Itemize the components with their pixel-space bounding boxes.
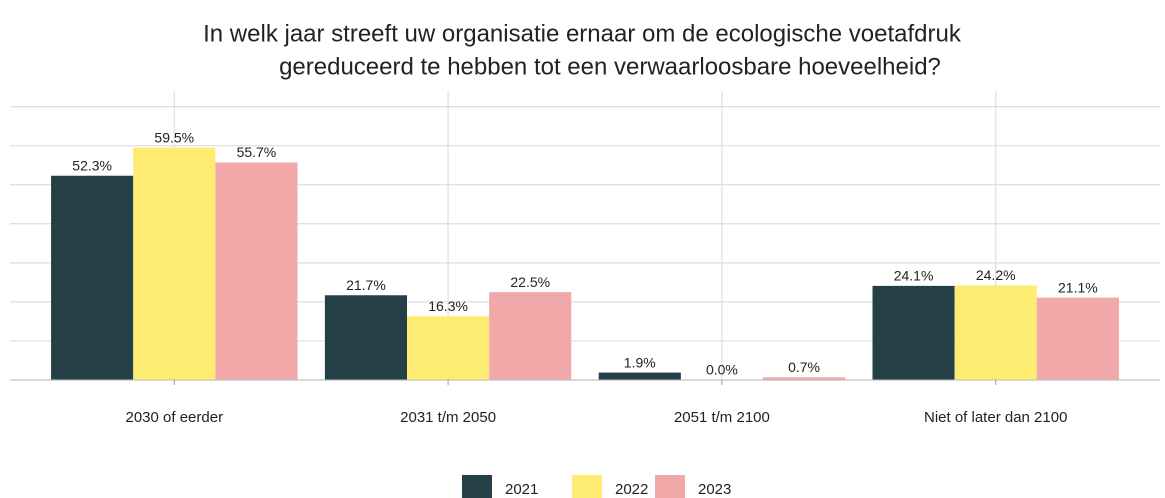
bar [1036,297,1119,380]
value-label: 59.5% [154,129,194,145]
bar [133,147,216,380]
value-label: 16.3% [428,298,468,314]
value-label: 21.1% [1058,279,1098,295]
bar [324,295,408,380]
legend-swatch [655,475,685,498]
bar [872,285,955,380]
value-label: 55.7% [237,144,277,160]
value-label: 1.9% [624,354,656,370]
x-tick-label: 2031 t/m 2050 [400,409,496,426]
bar [407,316,490,380]
value-label: 52.3% [72,157,112,173]
legend-swatch [572,475,602,498]
value-label: 21.7% [346,277,386,293]
value-label: 24.2% [976,267,1016,283]
x-tick-label: 2030 of eerder [125,409,223,426]
value-label: 24.1% [894,268,934,284]
chart-title: In welk jaar streeft uw organisatie erna… [203,20,962,47]
chart-title: gereduceerd te hebben tot een verwaarloo… [279,53,941,80]
value-label: 22.5% [510,274,550,290]
value-label: 0.7% [788,359,820,375]
bar [215,162,298,380]
bar [762,377,846,380]
legend-swatch [462,475,492,498]
legend-label: 2021 [505,481,538,498]
bar [51,175,134,380]
bar [954,285,1037,380]
x-tick-label: 2051 t/m 2100 [674,409,770,426]
value-label: 0.0% [706,362,738,378]
bar [598,372,681,380]
legend-label: 2022 [615,481,648,498]
x-tick-label: Niet of later dan 2100 [924,409,1067,426]
bar [489,292,572,380]
legend-label: 2023 [698,481,731,498]
